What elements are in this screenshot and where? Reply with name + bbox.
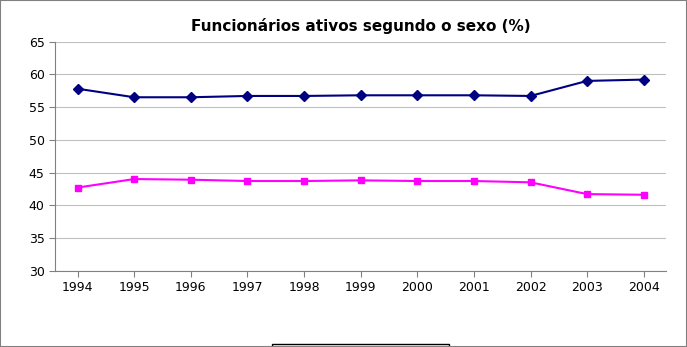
Mulher <box>640 193 648 197</box>
Homem <box>74 87 82 91</box>
Mulher <box>357 178 365 183</box>
Homem <box>357 93 365 98</box>
Mulher <box>413 179 421 183</box>
Homem <box>413 93 421 98</box>
Homem <box>640 77 648 82</box>
Mulher <box>300 179 308 183</box>
Mulher <box>187 178 195 182</box>
Mulher <box>243 179 251 183</box>
Mulher <box>526 180 534 184</box>
Homem <box>187 95 195 99</box>
Homem <box>526 94 534 98</box>
Legend: Homem, Mulher: Homem, Mulher <box>272 345 449 347</box>
Mulher <box>583 192 592 196</box>
Line: Homem: Homem <box>74 76 647 101</box>
Mulher <box>74 186 82 190</box>
Homem <box>300 94 308 98</box>
Homem <box>130 95 138 99</box>
Homem <box>243 94 251 98</box>
Homem <box>583 79 592 83</box>
Line: Mulher: Mulher <box>74 176 647 198</box>
Mulher <box>130 177 138 181</box>
Mulher <box>470 179 478 183</box>
Homem <box>470 93 478 98</box>
Title: Funcionários ativos segundo o sexo (%): Funcionários ativos segundo o sexo (%) <box>191 18 530 34</box>
